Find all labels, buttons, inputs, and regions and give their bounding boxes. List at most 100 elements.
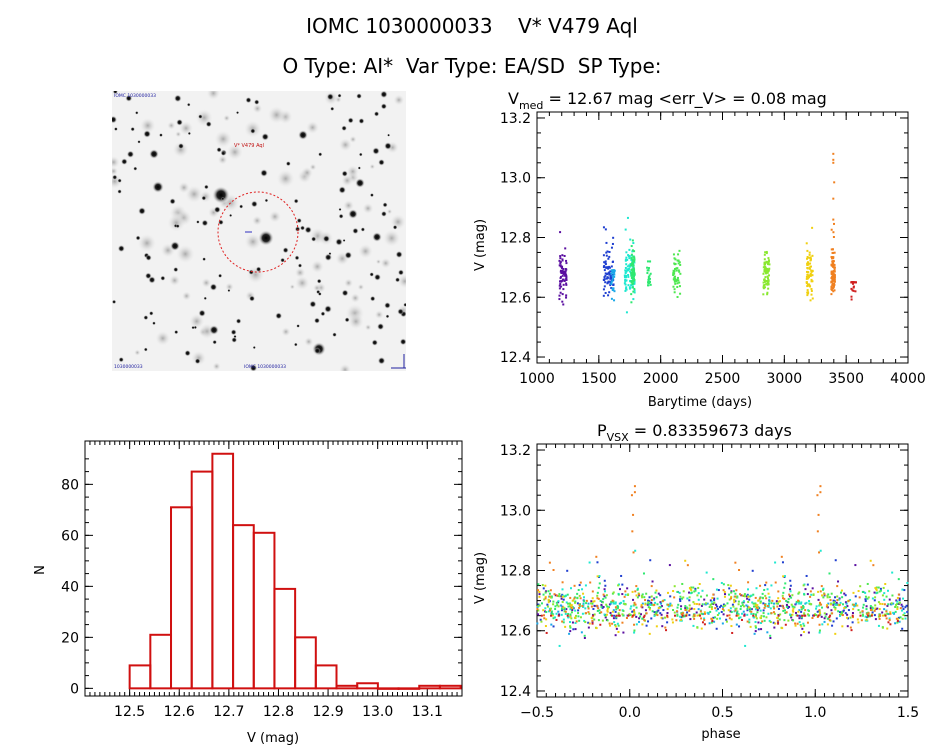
data-point (742, 610, 745, 613)
star (152, 181, 164, 193)
data-point (774, 581, 777, 584)
data-point (832, 257, 835, 260)
data-point (791, 594, 794, 597)
data-point (713, 601, 716, 604)
data-point (585, 602, 588, 605)
data-point (710, 600, 713, 603)
data-point (768, 267, 771, 270)
data-point (817, 513, 820, 516)
data-point (631, 249, 634, 252)
data-point (787, 601, 790, 604)
data-point (811, 280, 814, 283)
data-point (633, 601, 636, 604)
data-point (606, 605, 609, 608)
star (133, 166, 138, 171)
data-point (660, 616, 663, 619)
x-tick-label: 12.5 (114, 704, 145, 720)
data-point (852, 285, 855, 288)
data-point (724, 604, 727, 607)
data-point (673, 262, 676, 265)
data-point (558, 298, 561, 301)
data-point (605, 241, 608, 244)
data-point (561, 293, 564, 296)
star (275, 312, 283, 320)
data-point (810, 288, 813, 291)
data-point (550, 607, 553, 610)
y-tick-label: 12.6 (500, 290, 531, 306)
data-point (609, 284, 612, 287)
data-point (617, 606, 620, 609)
star (344, 317, 350, 323)
data-point (653, 597, 656, 600)
data-point (898, 597, 901, 600)
x-tick-label: 13.0 (362, 704, 393, 720)
star (176, 118, 184, 126)
data-point (628, 613, 631, 616)
data-point (766, 279, 769, 282)
data-point (694, 589, 697, 592)
data-point (612, 617, 615, 620)
data-point (632, 273, 635, 276)
data-point (791, 605, 794, 608)
data-point (628, 255, 631, 258)
data-point (835, 601, 838, 604)
data-point (597, 597, 600, 600)
data-point (618, 609, 621, 612)
data-point (852, 289, 855, 292)
data-point (797, 610, 800, 613)
data-point (703, 612, 706, 615)
data-point (715, 588, 718, 591)
data-point (764, 280, 767, 283)
data-point (750, 610, 753, 613)
data-point (642, 616, 645, 619)
data-point (566, 614, 569, 617)
data-point (759, 616, 762, 619)
star (380, 103, 388, 110)
data-point (607, 606, 610, 609)
star (348, 209, 358, 219)
data-point (609, 280, 612, 283)
data-point (773, 602, 776, 605)
background-smudge (165, 212, 187, 234)
data-point (602, 288, 605, 291)
y-tick-label: 60 (61, 528, 79, 544)
data-point (635, 615, 638, 618)
star (238, 204, 244, 209)
data-point (596, 591, 599, 594)
data-point (767, 257, 770, 260)
data-point (763, 619, 766, 622)
data-point (693, 608, 696, 611)
data-point (809, 299, 812, 302)
data-point (593, 613, 596, 616)
data-point (625, 263, 628, 266)
star (313, 347, 321, 355)
data-point (557, 600, 560, 603)
data-point (862, 603, 865, 606)
data-point (901, 605, 904, 608)
data-point (643, 619, 646, 622)
data-point (653, 603, 656, 606)
data-point (864, 615, 867, 618)
data-point (630, 245, 633, 248)
data-point (777, 607, 780, 610)
data-point (685, 608, 688, 611)
data-point (560, 266, 563, 269)
data-point (575, 620, 578, 623)
background-smudge (171, 140, 191, 159)
data-point (587, 605, 590, 608)
data-point (806, 294, 809, 297)
data-point (833, 263, 836, 266)
data-point (612, 283, 615, 286)
data-point (629, 238, 632, 241)
data-point (641, 602, 644, 605)
data-point (844, 594, 847, 597)
background-smudge (361, 201, 375, 215)
data-point (616, 607, 619, 610)
data-point (713, 597, 716, 600)
data-point (801, 614, 804, 617)
data-point (895, 599, 898, 602)
data-point (604, 616, 607, 619)
data-point (807, 276, 810, 279)
data-point (537, 603, 540, 606)
data-point (854, 602, 857, 605)
